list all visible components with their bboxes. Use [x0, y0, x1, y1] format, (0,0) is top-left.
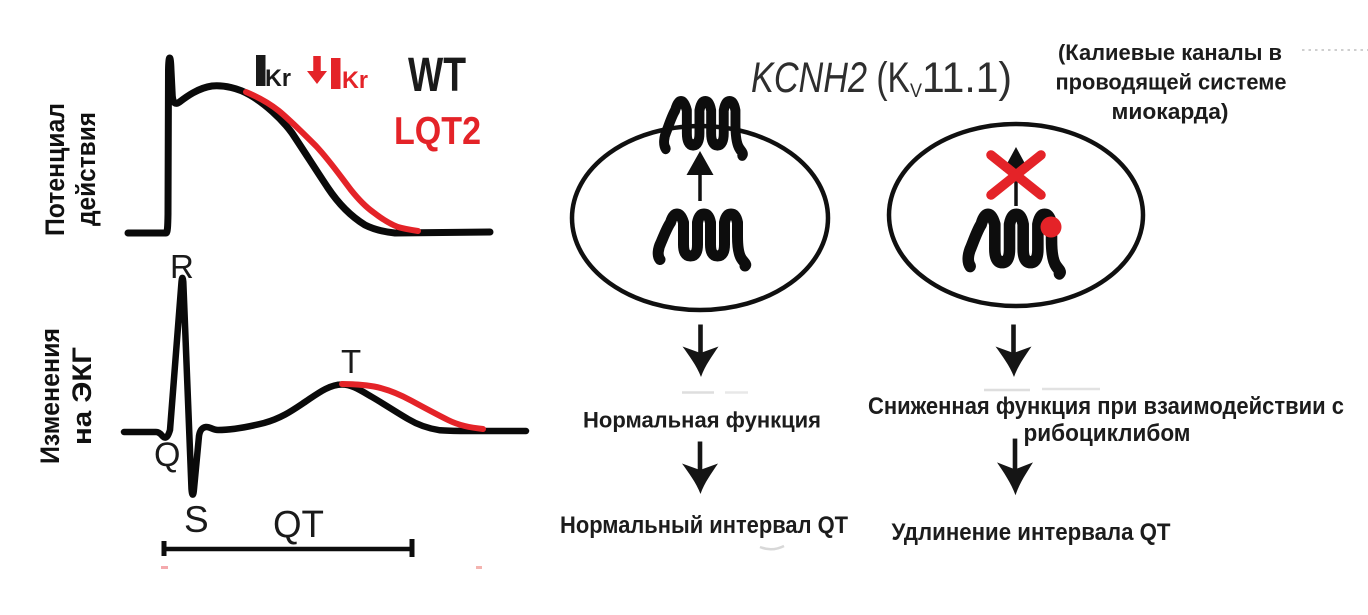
svg-text:Kr: Kr	[342, 67, 368, 94]
svg-text:рибоциклибом: рибоциклибом	[1024, 420, 1191, 447]
svg-text:проводящей системе: проводящей системе	[1056, 70, 1287, 95]
svg-text:LQT2: LQT2	[394, 110, 481, 153]
svg-text:R: R	[170, 248, 194, 285]
svg-text:Сниженная функция при взаимоде: Сниженная функция при взаимодействии с	[868, 393, 1344, 420]
svg-text:Q: Q	[154, 436, 180, 474]
svg-text:Kr: Kr	[265, 65, 291, 92]
svg-text:WT: WT	[408, 49, 466, 102]
svg-text:T: T	[341, 343, 361, 380]
svg-text:Нормальный интервал QT: Нормальный интервал QT	[560, 512, 848, 539]
svg-text:KCNH2 (KV11.1): KCNH2 (KV11.1)	[751, 54, 1012, 102]
svg-text:действия: действия	[71, 112, 101, 226]
svg-text:S: S	[184, 499, 209, 540]
svg-text:Изменения: Изменения	[35, 328, 65, 464]
svg-text:Нормальная функция: Нормальная функция	[583, 408, 821, 433]
svg-text:Потенциал: Потенциал	[40, 103, 70, 236]
svg-text:Удлинение интервала QT: Удлинение интервала QT	[892, 519, 1171, 546]
svg-text:QT: QT	[273, 504, 324, 546]
svg-text:(Калиевые каналы в: (Калиевые каналы в	[1058, 40, 1282, 65]
svg-text:на ЭКГ: на ЭКГ	[67, 347, 97, 445]
svg-text:миокарда): миокарда)	[1112, 99, 1229, 124]
